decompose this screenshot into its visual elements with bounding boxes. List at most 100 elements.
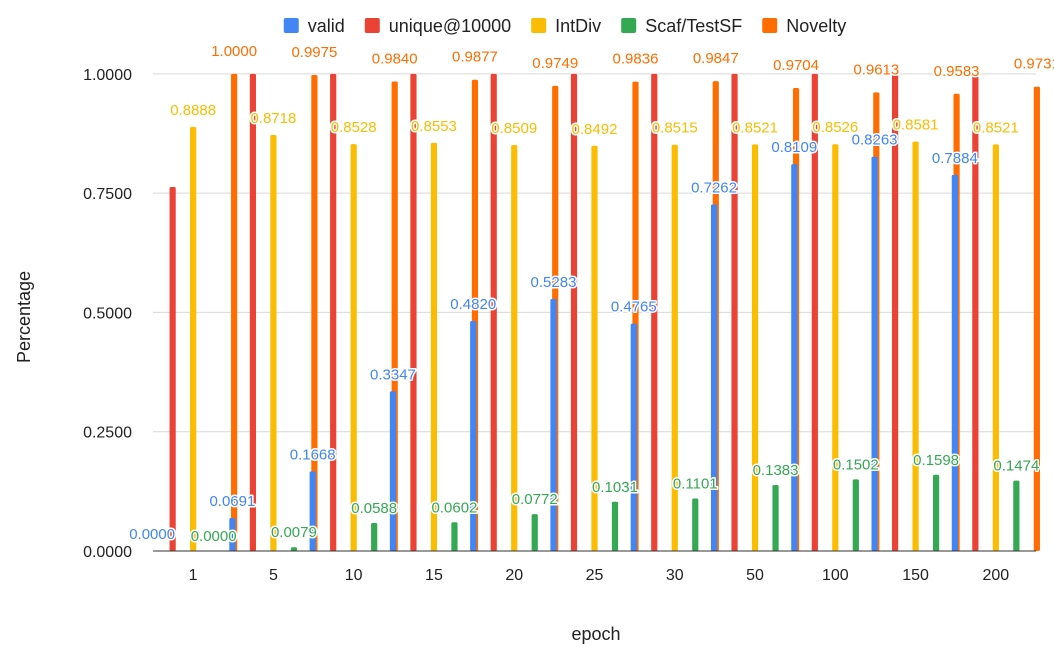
data-label-valid: 0.0691 xyxy=(209,493,255,510)
bar-novelty xyxy=(311,75,318,552)
bar-valid xyxy=(309,471,316,551)
data-label-scaf-testsf: 0.1383 xyxy=(753,462,799,479)
bar-intdiv xyxy=(591,145,598,551)
x-tick-label: 5 xyxy=(269,567,278,584)
bar-valid xyxy=(470,321,477,551)
legend-item: unique@10000 xyxy=(364,16,511,36)
legend-swatch xyxy=(531,18,547,33)
bar-unique-10000 xyxy=(811,73,818,551)
bar-intdiv xyxy=(190,126,197,551)
bar-scaf-testsf xyxy=(371,522,378,551)
bar-unique-10000 xyxy=(891,73,899,551)
bar-valid xyxy=(871,156,878,551)
legend-item: IntDiv xyxy=(531,16,601,36)
data-label-intdiv: 0.8526 xyxy=(812,119,858,136)
bar-unique-10000 xyxy=(169,186,176,551)
bar-scaf-testsf xyxy=(692,498,699,551)
legend-label: Scaf/TestSF xyxy=(645,16,742,36)
y-tick-label: 0.5000 xyxy=(83,305,132,322)
legend-label: unique@10000 xyxy=(389,16,511,36)
bar-valid xyxy=(389,391,397,551)
legend-swatch xyxy=(621,18,637,33)
bar-valid xyxy=(710,204,718,552)
x-tick-label: 150 xyxy=(902,567,929,584)
data-label-scaf-testsf: 0.0588 xyxy=(351,500,397,517)
data-label-valid: 0.4820 xyxy=(450,296,496,313)
bar-intdiv xyxy=(992,144,999,551)
data-label-scaf-testsf: 0.0079 xyxy=(271,524,317,541)
data-label-intdiv: 0.8553 xyxy=(411,118,457,135)
data-label-intdiv: 0.8888 xyxy=(170,102,216,119)
data-label-scaf-testsf: 0.1598 xyxy=(913,452,959,469)
bar-scaf-testsf xyxy=(932,474,940,551)
bar-intdiv xyxy=(832,144,839,552)
x-tick-label: 50 xyxy=(746,567,764,584)
bar-scaf-testsf xyxy=(290,547,298,551)
data-label-intdiv: 0.8718 xyxy=(250,110,296,127)
data-label-scaf-testsf: 0.1474 xyxy=(993,458,1039,475)
bar-unique-10000 xyxy=(490,73,497,551)
data-label-scaf-testsf: 0.1031 xyxy=(592,479,638,496)
data-label-intdiv: 0.8509 xyxy=(491,120,537,137)
bar-unique-10000 xyxy=(570,73,578,551)
bar-unique-10000 xyxy=(972,73,979,551)
y-tick-label: 1.0000 xyxy=(83,67,132,84)
y-tick-label: 0.2500 xyxy=(83,425,132,442)
data-label-novelty: 0.9877 xyxy=(452,49,498,66)
bar-scaf-testsf xyxy=(852,479,859,551)
data-label-valid: 0.0000 xyxy=(129,526,175,543)
bar-valid xyxy=(791,164,798,552)
bar-unique-10000 xyxy=(731,73,738,551)
data-label-scaf-testsf: 0.1502 xyxy=(833,456,879,473)
legend-item: Scaf/TestSF xyxy=(621,16,742,36)
bar-scaf-testsf xyxy=(531,514,538,551)
data-label-novelty: 0.9836 xyxy=(613,51,659,68)
bar-valid xyxy=(630,323,637,551)
x-tick-label: 25 xyxy=(586,567,604,584)
data-label-intdiv: 0.8492 xyxy=(572,121,618,138)
bar-intdiv xyxy=(430,142,438,551)
y-tick-label: 0.7500 xyxy=(83,186,132,203)
bar-intdiv xyxy=(350,144,357,551)
data-label-valid: 0.1668 xyxy=(290,446,336,463)
legend-label: valid xyxy=(308,16,345,36)
data-label-valid: 0.3347 xyxy=(370,366,416,383)
bar-intdiv xyxy=(671,144,678,551)
legend-swatch xyxy=(762,18,778,33)
data-label-scaf-testsf: 0.0602 xyxy=(432,499,478,516)
bar-valid xyxy=(550,298,557,551)
x-tick-label: 10 xyxy=(345,567,363,584)
data-label-intdiv: 0.8515 xyxy=(652,120,698,137)
bar-scaf-testsf xyxy=(611,501,619,551)
data-label-novelty: 0.9749 xyxy=(532,55,578,72)
bar-unique-10000 xyxy=(249,73,257,551)
bars-layer xyxy=(169,73,1040,552)
data-label-valid: 0.4765 xyxy=(611,299,657,316)
data-label-valid: 0.8109 xyxy=(771,139,817,156)
bar-scaf-testsf xyxy=(1013,480,1020,551)
data-label-novelty: 0.9840 xyxy=(372,50,418,67)
data-label-scaf-testsf: 0.1101 xyxy=(673,475,718,492)
bar-intdiv xyxy=(751,144,759,551)
data-label-novelty: 0.9583 xyxy=(934,63,980,80)
y-axis-title: Percentage xyxy=(14,271,34,363)
x-tick-label: 100 xyxy=(822,567,849,584)
x-tick-label: 15 xyxy=(425,567,443,584)
bar-scaf-testsf xyxy=(451,522,458,551)
bar-valid xyxy=(951,174,958,552)
legend: valid unique@10000 IntDiv Scaf/TestSF Novelt… xyxy=(283,16,846,36)
data-label-intdiv: 0.8528 xyxy=(331,119,377,136)
bar-scaf-testsf xyxy=(772,485,779,551)
x-tick-label: 200 xyxy=(983,567,1010,584)
bar-unique-10000 xyxy=(410,73,417,551)
data-label-intdiv: 0.8521 xyxy=(973,119,1019,136)
bar-intdiv xyxy=(511,144,518,551)
data-label-novelty: 0.9731 xyxy=(1014,56,1054,73)
data-label-novelty: 0.9704 xyxy=(773,57,819,74)
data-label-valid: 0.7262 xyxy=(691,179,737,196)
bar-unique-10000 xyxy=(330,73,337,551)
legend-label: Novelty xyxy=(786,16,846,36)
